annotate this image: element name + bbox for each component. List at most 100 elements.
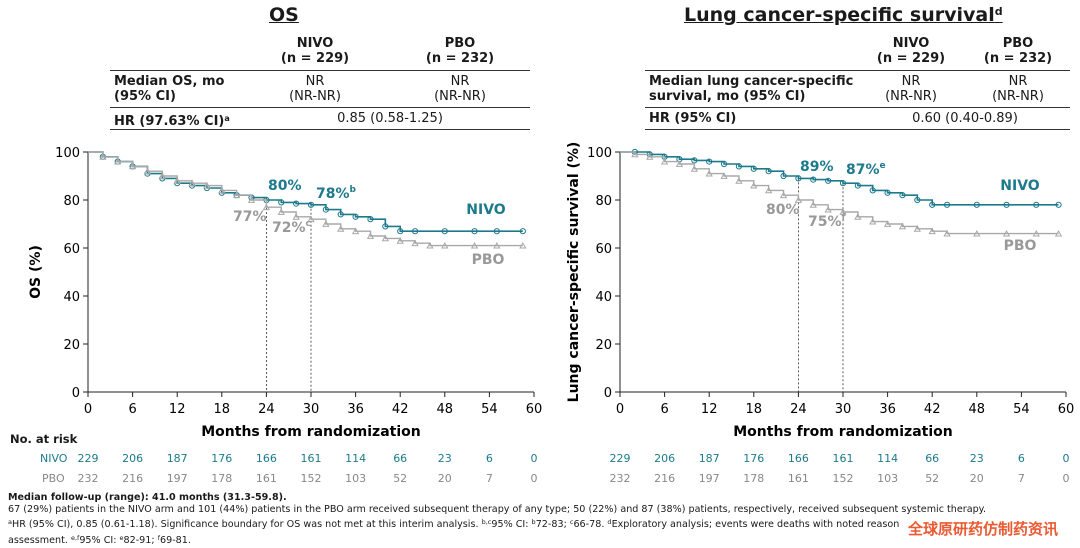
censor-mark — [869, 217, 877, 225]
risk-cell-nivo: 229 — [609, 452, 631, 465]
series-line-nivo — [620, 151, 1059, 206]
risk-cell-pbo: 178 — [211, 472, 233, 485]
censor-mark — [854, 213, 862, 220]
censor-mark — [929, 201, 936, 208]
censor-mark — [631, 150, 639, 158]
censor-mark — [203, 181, 211, 189]
annotation-nivo: 89% — [800, 159, 834, 175]
censor-mark — [794, 196, 803, 203]
lcss-nivo-header: NIVO (n = 229) — [876, 36, 946, 66]
lcss-hr-value: 0.60 (0.40-0.89) — [912, 111, 1018, 126]
censor-mark — [1003, 201, 1010, 208]
annotation-pbo: 77% — [233, 209, 267, 225]
censor-mark — [471, 228, 478, 235]
censor-mark — [973, 201, 980, 208]
censor-mark — [99, 153, 107, 160]
series-label-pbo: PBO — [472, 252, 505, 268]
annotation-nivo: 87%e — [846, 161, 886, 178]
censor-mark — [278, 199, 285, 206]
censor-mark — [839, 208, 847, 215]
censor-mark — [735, 163, 743, 170]
lcss-km-plot: 0 20 40 60 80 100 0 6 12 18 24 30 36 42 48 54 60 Months f… — [566, 142, 1074, 440]
y-tick-label: 40 — [595, 290, 612, 305]
annotation-nivo: 80% — [268, 178, 302, 194]
censor-mark — [441, 228, 448, 235]
censor-mark — [898, 222, 907, 230]
y-tick-label: 80 — [63, 194, 80, 209]
x-tick-label: 24 — [258, 402, 275, 417]
risk-cell-nivo: 6 — [1017, 452, 1025, 465]
risk-cell-nivo: 114 — [345, 452, 367, 465]
censor-mark — [869, 187, 876, 194]
x-tick-label: 60 — [526, 402, 543, 417]
y-tick-label: 0 — [604, 386, 612, 401]
censor-mark — [292, 213, 300, 220]
censor-mark — [720, 160, 728, 168]
censor-mark — [675, 160, 684, 167]
x-tick-label: 54 — [481, 402, 498, 417]
censor-mark — [322, 206, 329, 213]
risk-label-pbo: PBO — [42, 472, 65, 485]
censor-mark — [426, 241, 434, 249]
annotation-pbo: 72%c — [272, 219, 311, 236]
lcss-median-pbo: NR (NR-NR) — [992, 74, 1044, 104]
risk-cell-pbo: 0 — [1062, 472, 1070, 485]
censor-mark — [351, 227, 360, 235]
lcss-table-rule-mid — [645, 107, 1070, 108]
lcss-median-label: Median lung cancer-specific survival, mo… — [649, 74, 854, 104]
censor-mark — [825, 177, 832, 184]
risk-cell-pbo: 178 — [743, 472, 765, 485]
y-tick-label: 100 — [587, 146, 612, 161]
censor-mark — [735, 177, 743, 184]
risk-cell-nivo: 114 — [877, 452, 899, 465]
y-axis-label: Lung cancer-specific survival (%) — [566, 142, 582, 403]
censor-mark — [493, 228, 500, 235]
censor-mark — [884, 189, 891, 196]
censor-mark — [367, 216, 374, 223]
censor-mark — [143, 167, 152, 175]
risk-cell-nivo: 23 — [437, 452, 452, 465]
censor-mark — [780, 172, 787, 180]
x-tick-label: 42 — [924, 402, 941, 417]
risk-cell-pbo: 0 — [530, 472, 538, 485]
annotation-pbo: 75%f — [808, 213, 846, 230]
os-median-label: Median OS, mo (95% CI) — [114, 74, 225, 104]
os-table-rule-bottom — [110, 129, 530, 130]
censor-mark — [382, 223, 389, 230]
censor-mark — [128, 162, 137, 170]
censor-mark — [1054, 229, 1063, 237]
risk-label-nivo: NIVO — [40, 452, 68, 465]
risk-cell-nivo: 206 — [654, 452, 676, 465]
risk-cell-nivo: 23 — [969, 452, 984, 465]
lcss-median-nivo: NR (NR-NR) — [885, 74, 937, 104]
risk-cell-pbo: 161 — [255, 472, 277, 485]
censor-mark — [188, 179, 196, 187]
y-tick-label: 40 — [63, 290, 80, 305]
censor-mark — [247, 196, 256, 203]
y-tick-label: 20 — [63, 338, 80, 353]
censor-mark — [809, 201, 817, 208]
risk-cell-nivo: 187 — [698, 452, 720, 465]
x-axis-label: Months from randomization — [201, 424, 420, 440]
series-line-pbo — [620, 151, 1059, 235]
risk-cell-nivo: 166 — [787, 452, 809, 465]
watermark: 全球原研药仿制药资讯 — [907, 520, 1058, 538]
x-tick-label: 18 — [746, 402, 763, 417]
censor-mark — [262, 203, 271, 211]
censor-mark — [337, 225, 345, 232]
risk-cell-pbo: 161 — [787, 472, 809, 485]
risk-cell-nivo: 0 — [1062, 452, 1070, 465]
risk-cell-nivo: 0 — [530, 452, 538, 465]
censor-mark — [158, 172, 166, 179]
os-median-pbo: NR (NR-NR) — [434, 74, 486, 104]
os-pbo-header: PBO (n = 232) — [425, 36, 495, 66]
censor-mark — [411, 228, 419, 235]
censor-mark — [381, 234, 389, 242]
censor-mark — [913, 225, 921, 232]
censor-mark — [366, 232, 375, 239]
censor-mark — [352, 213, 359, 220]
x-tick-label: 12 — [701, 402, 718, 417]
risk-cell-nivo: 66 — [925, 452, 940, 465]
risk-cell-nivo: 161 — [300, 452, 322, 465]
x-tick-label: 54 — [1013, 402, 1030, 417]
